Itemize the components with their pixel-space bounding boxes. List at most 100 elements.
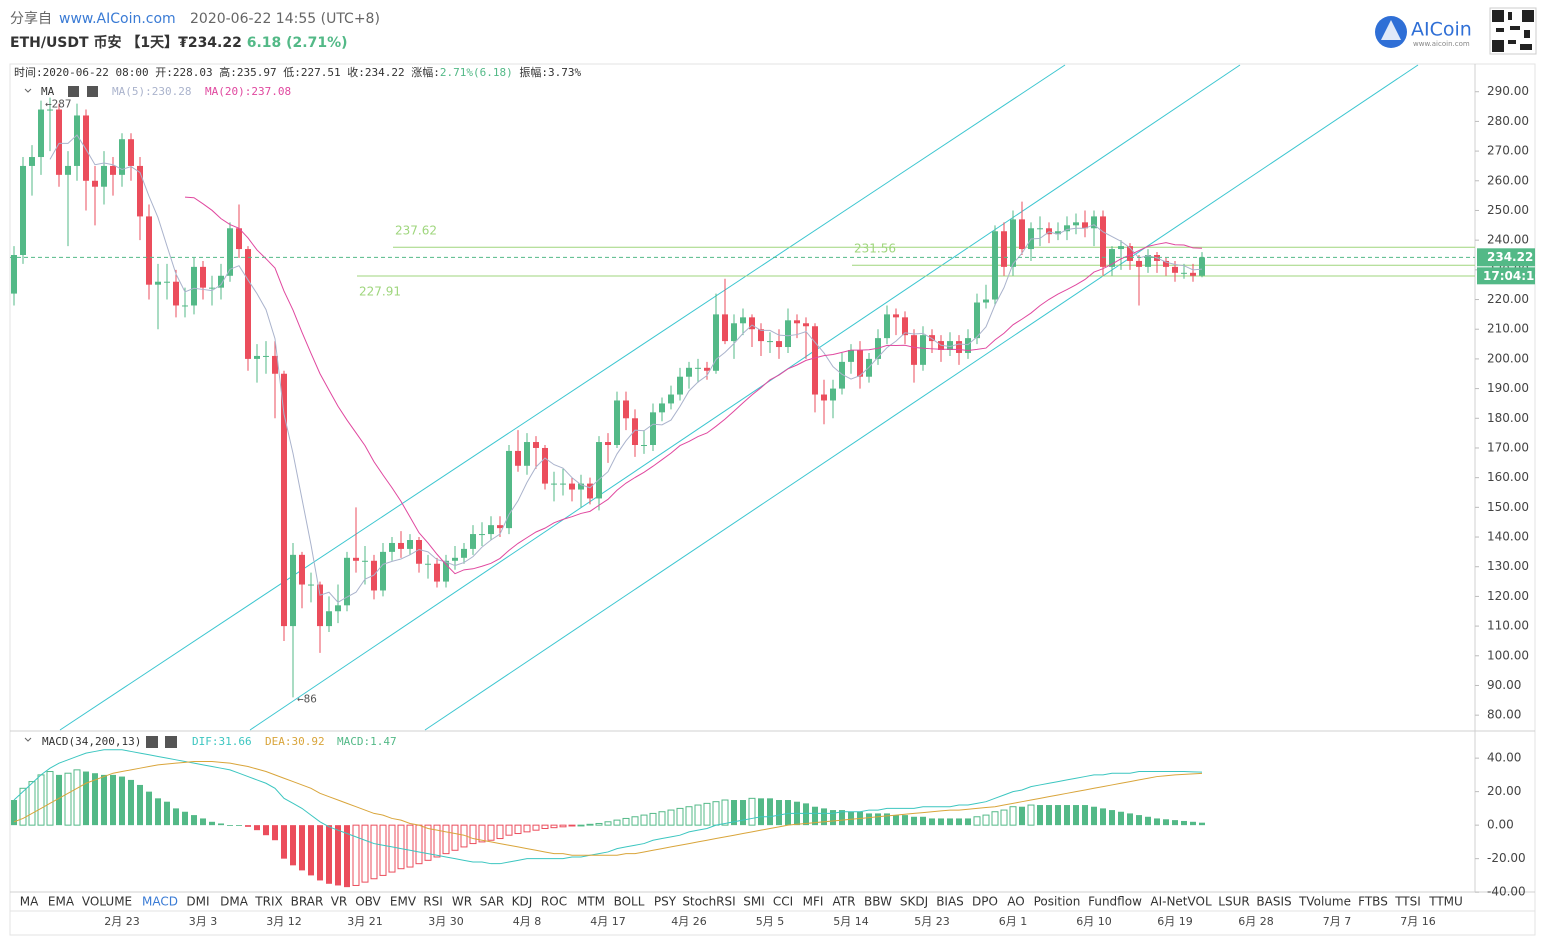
info-value: 235.97: [237, 66, 277, 79]
indicator-tab[interactable]: BBW: [864, 895, 892, 909]
indicator-tab[interactable]: TTMU: [1428, 895, 1463, 909]
macd-bar: [164, 801, 170, 826]
candle-body: [1136, 260, 1142, 267]
indicator-tab[interactable]: EMA: [48, 895, 75, 909]
indicator-tab[interactable]: TVolume: [1298, 895, 1351, 909]
indicator-tab[interactable]: StochRSI: [682, 895, 735, 909]
indicator-tab[interactable]: AI-NetVOL: [1150, 895, 1212, 909]
indicator-tab[interactable]: BASIS: [1256, 895, 1291, 909]
candle-body: [326, 611, 332, 627]
indicator-tab[interactable]: BRAR: [291, 895, 324, 909]
last-price-label: 234.22: [1487, 250, 1533, 264]
macd-bar: [884, 813, 890, 826]
macd-bar: [631, 816, 639, 826]
indicator-tab[interactable]: Position: [1034, 895, 1081, 909]
macd-bar: [281, 825, 287, 859]
macd-bar: [56, 774, 62, 826]
y-tick-label: 200.00: [1487, 351, 1529, 365]
indicator-tab[interactable]: SAR: [480, 895, 504, 909]
site-link[interactable]: www.AICoin.com: [59, 11, 176, 27]
candle-body: [488, 525, 494, 535]
indicator-tab[interactable]: Fundflow: [1088, 895, 1142, 909]
datetime: 2020-06-22 14:55 (UTC+8): [190, 11, 380, 27]
price-line-label: 231.56: [854, 242, 896, 256]
y-tick-label: 120.00: [1487, 589, 1529, 603]
candle-body: [299, 554, 305, 585]
indicator-tab[interactable]: VOLUME: [82, 895, 132, 909]
arrow: ←: [45, 98, 52, 111]
y-tick-label: 150.00: [1487, 500, 1529, 514]
indicator-tab[interactable]: OBV: [355, 895, 381, 909]
macd-bar: [694, 804, 702, 826]
y-tick-label: 40.00: [1487, 751, 1521, 765]
candle-body: [353, 557, 359, 561]
settings-icon[interactable]: [68, 86, 79, 97]
candle-body: [1091, 216, 1097, 229]
indicator-tab[interactable]: MFI: [803, 895, 824, 909]
candle-body: [902, 317, 908, 336]
macd-bar: [541, 824, 549, 829]
indicator-tab[interactable]: MACD: [142, 895, 178, 909]
candle-body: [128, 139, 134, 166]
x-tick-label: 6月 19: [1157, 915, 1193, 928]
candle-body: [1109, 249, 1115, 267]
indicator-tab[interactable]: AO: [1007, 895, 1024, 909]
indicator-tab[interactable]: KDJ: [512, 895, 533, 909]
x-tick-label: 3月 3: [189, 915, 218, 928]
close-icon[interactable]: [165, 736, 177, 748]
settings-icon[interactable]: [146, 736, 158, 748]
indicator-tab[interactable]: LSUR: [1218, 895, 1249, 909]
indicator-tab[interactable]: DPO: [972, 895, 998, 909]
macd-bar: [317, 825, 323, 881]
indicator-tab[interactable]: DMI: [186, 895, 209, 909]
macd-bar: [812, 806, 818, 826]
candle-body: [542, 447, 548, 484]
macd-bar: [182, 811, 188, 826]
indicator-tab[interactable]: MA: [20, 895, 39, 909]
close-icon[interactable]: [87, 86, 98, 97]
candle-body: [254, 355, 260, 359]
indicator-tab[interactable]: SMI: [743, 895, 765, 909]
candle-body: [785, 320, 791, 348]
macd-bar: [28, 781, 36, 826]
indicator-tab[interactable]: BOLL: [614, 895, 645, 909]
last-price-tag: [1477, 248, 1535, 267]
macd-bar: [1091, 806, 1097, 826]
candle-body: [956, 341, 962, 353]
macd-bar: [758, 798, 764, 826]
macd-bar: [875, 813, 881, 826]
macd-bar: [290, 825, 296, 866]
indicator-tab[interactable]: TRIX: [254, 895, 282, 909]
indicator-tab[interactable]: RSI: [423, 895, 443, 909]
indicator-tab[interactable]: EMV: [390, 895, 417, 909]
x-tick-label: 4月 26: [671, 915, 707, 928]
indicator-tab[interactable]: BIAS: [936, 895, 964, 909]
candle-body: [1073, 222, 1079, 226]
dea-line: [13, 760, 1203, 856]
macd-bar: [191, 815, 197, 826]
candle-body: [227, 228, 233, 276]
macd-bar: [487, 824, 495, 841]
y-tick-label: 290.00: [1487, 84, 1529, 98]
macd-bar: [803, 803, 809, 826]
indicator-tab[interactable]: MTM: [577, 895, 605, 909]
collapse-icon[interactable]: [24, 88, 32, 93]
indicator-tab[interactable]: VR: [331, 895, 348, 909]
y-tick-label: 130.00: [1487, 559, 1529, 573]
indicator-tab[interactable]: SKDJ: [900, 895, 928, 909]
indicator-tab[interactable]: WR: [452, 895, 472, 909]
indicator-tab[interactable]: FTBS: [1358, 895, 1388, 909]
indicator-tab[interactable]: DMA: [220, 895, 249, 909]
candle-body: [182, 305, 188, 307]
indicator-tab[interactable]: CCI: [773, 895, 793, 909]
macd-bar: [370, 824, 378, 880]
indicator-tab[interactable]: ROC: [541, 895, 567, 909]
x-tick-label: 3月 12: [266, 915, 302, 928]
indicator-tab[interactable]: PSY: [654, 895, 677, 909]
indicator-tab[interactable]: TTSI: [1394, 895, 1421, 909]
indicator-tab[interactable]: ATR: [833, 895, 856, 909]
candles: [11, 97, 1205, 698]
candle-body: [371, 560, 377, 591]
collapse-icon[interactable]: [24, 737, 32, 742]
